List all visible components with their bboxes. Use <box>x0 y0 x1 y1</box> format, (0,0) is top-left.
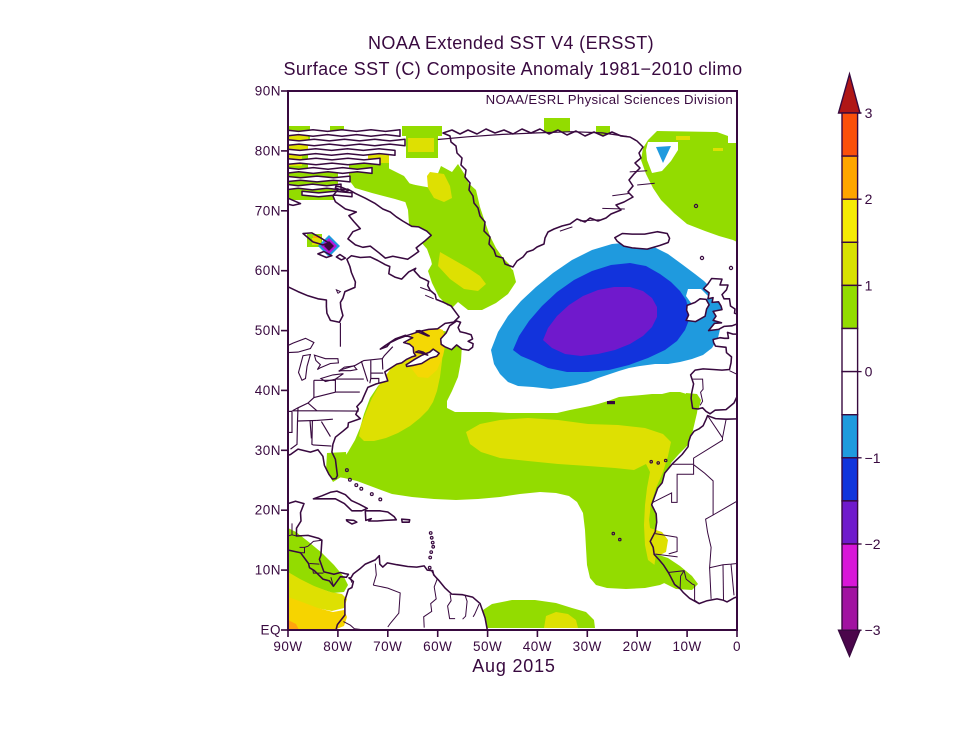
svg-text:40W: 40W <box>523 639 552 654</box>
svg-text:90W: 90W <box>273 639 302 654</box>
svg-text:60N: 60N <box>255 263 281 278</box>
svg-text:Aug 2015: Aug 2015 <box>472 656 555 676</box>
svg-text:30W: 30W <box>573 639 602 654</box>
svg-text:50N: 50N <box>255 323 281 338</box>
svg-text:0: 0 <box>733 639 741 654</box>
svg-text:40N: 40N <box>255 383 281 398</box>
svg-text:Surface SST (C) Composite Anom: Surface SST (C) Composite Anomaly 1981−2… <box>284 59 743 79</box>
svg-text:−1: −1 <box>865 450 881 466</box>
svg-text:70W: 70W <box>373 639 402 654</box>
svg-text:50W: 50W <box>473 639 502 654</box>
svg-text:−2: −2 <box>865 536 881 552</box>
svg-text:30N: 30N <box>255 443 281 458</box>
svg-text:EQ: EQ <box>260 623 281 638</box>
svg-text:3: 3 <box>865 105 873 121</box>
svg-text:90N: 90N <box>255 84 281 99</box>
svg-text:2: 2 <box>865 191 873 207</box>
svg-text:80W: 80W <box>323 639 352 654</box>
svg-text:0: 0 <box>865 364 873 380</box>
svg-text:NOAA Extended SST V4 (ERSST): NOAA Extended SST V4 (ERSST) <box>368 33 654 53</box>
svg-text:20N: 20N <box>255 503 281 518</box>
svg-text:10W: 10W <box>672 639 701 654</box>
svg-text:70N: 70N <box>255 203 281 218</box>
svg-text:20W: 20W <box>623 639 652 654</box>
svg-text:80N: 80N <box>255 143 281 158</box>
svg-text:−3: −3 <box>865 622 881 638</box>
svg-text:10N: 10N <box>255 563 281 578</box>
svg-text:60W: 60W <box>423 639 452 654</box>
svg-text:1: 1 <box>865 277 873 293</box>
svg-text:NOAA/ESRL Physical Sciences Di: NOAA/ESRL Physical Sciences Division <box>486 92 733 107</box>
